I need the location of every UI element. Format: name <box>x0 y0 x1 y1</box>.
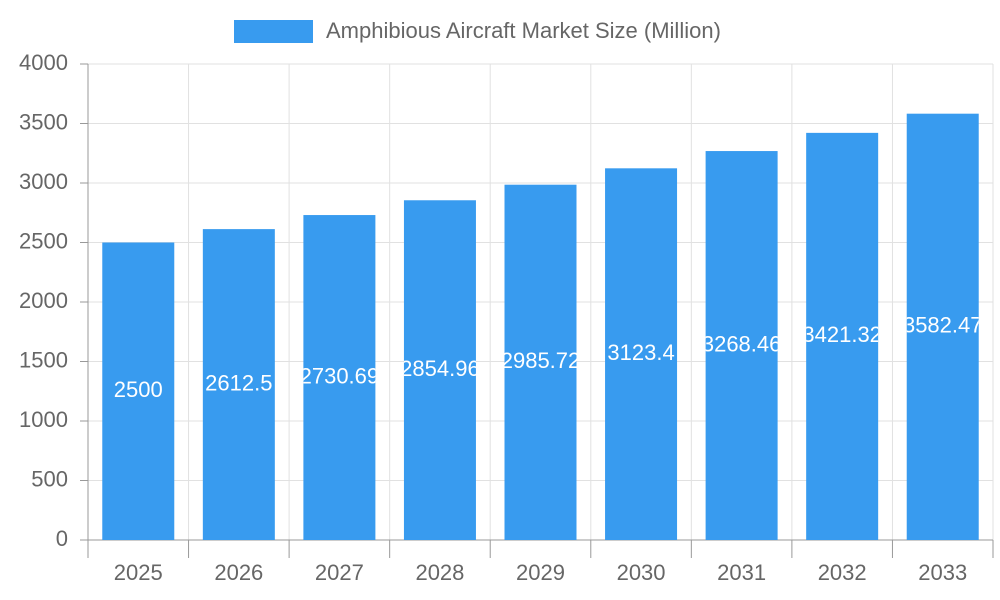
x-tick-label: 2030 <box>617 560 666 585</box>
bar <box>303 215 376 540</box>
x-tick-label: 2028 <box>415 560 464 585</box>
bar <box>102 242 175 540</box>
data-label: 3268.46 <box>702 331 782 356</box>
y-tick-label: 500 <box>31 466 68 491</box>
data-label: 3421.32 <box>802 322 882 347</box>
y-tick-label: 0 <box>56 526 68 551</box>
bar <box>202 229 275 541</box>
x-tick-label: 2032 <box>818 560 867 585</box>
y-tick-label: 4000 <box>19 50 68 75</box>
data-label: 2730.69 <box>300 363 380 388</box>
x-tick-label: 2029 <box>516 560 565 585</box>
y-tick-label: 3500 <box>19 109 68 134</box>
x-tick-label: 2031 <box>717 560 766 585</box>
y-tick-label: 1500 <box>19 347 68 372</box>
bar <box>504 184 577 540</box>
bar <box>605 168 678 540</box>
bar <box>806 132 879 540</box>
data-label: 3123.4 <box>607 340 674 365</box>
legend-swatch <box>234 20 313 43</box>
y-tick-label: 2000 <box>19 288 68 313</box>
x-tick-label: 2025 <box>114 560 163 585</box>
data-label: 3582.47 <box>903 313 983 338</box>
x-tick-label: 2027 <box>315 560 364 585</box>
y-tick-label: 3000 <box>19 169 68 194</box>
x-tick-label: 2033 <box>918 560 967 585</box>
y-tick-label: 2500 <box>19 228 68 253</box>
legend-label: Amphibious Aircraft Market Size (Million… <box>326 18 721 43</box>
y-tick-label: 1000 <box>19 407 68 432</box>
bar <box>705 151 778 540</box>
bar <box>906 113 979 541</box>
x-tick-label: 2026 <box>214 560 263 585</box>
data-label: 2500 <box>114 377 163 402</box>
data-label: 2612.5 <box>205 370 272 395</box>
bar <box>403 200 476 540</box>
data-label: 2985.72 <box>501 348 581 373</box>
data-label: 2854.96 <box>400 356 480 381</box>
